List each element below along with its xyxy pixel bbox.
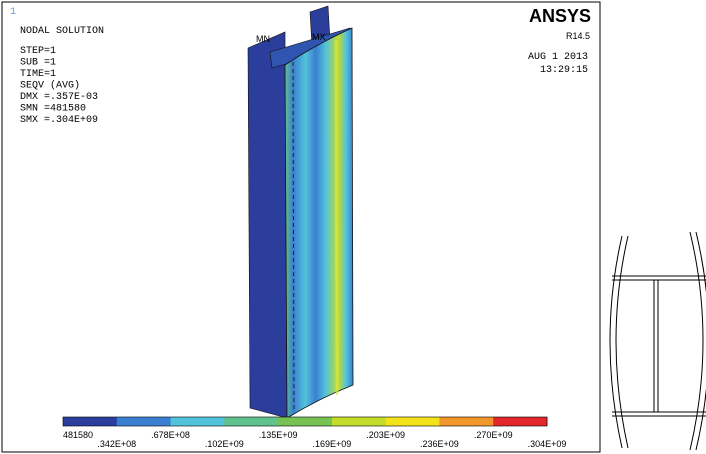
min-marker: MN — [256, 34, 270, 44]
legend-label: .304E+09 — [528, 439, 567, 449]
plot-time: 13:29:15 — [540, 65, 588, 76]
legend-label: .236E+09 — [420, 439, 459, 449]
info-line: SUB =1 — [20, 58, 56, 69]
legend-swatch — [332, 417, 386, 426]
plot-date: AUG 1 2013 — [528, 52, 588, 63]
legend-label: .270E+09 — [474, 430, 513, 440]
legend-swatch — [117, 417, 171, 426]
legend-swatch — [63, 417, 117, 426]
info-line: TIME=1 — [20, 69, 56, 80]
info-line: SMX =.304E+09 — [20, 115, 98, 126]
legend-label: .678E+08 — [151, 430, 190, 440]
legend-label: .135E+09 — [259, 430, 298, 440]
screenshot: 1 NODAL SOLUTION STEP=1SUB =1TIME=1SEQV … — [0, 0, 706, 454]
brand-name: ANSYS — [529, 6, 591, 26]
curved-plate — [285, 28, 353, 418]
info-line: STEP=1 — [20, 46, 56, 57]
brand-version: R14.5 — [566, 31, 590, 41]
legend-swatch — [171, 417, 225, 426]
legend-label: .342E+08 — [97, 439, 136, 449]
legend-swatch — [439, 417, 493, 426]
legend-swatch — [224, 417, 278, 426]
max-marker: MX — [312, 32, 326, 42]
info-line: SEQV (AVG) — [20, 80, 80, 92]
legend-label: 481580 — [63, 430, 93, 440]
legend-swatch — [278, 417, 332, 426]
legend-label: .169E+09 — [312, 439, 351, 449]
stress-band — [336, 40, 337, 395]
plot-title: NODAL SOLUTION — [20, 26, 104, 37]
legend-label: .203E+09 — [366, 430, 405, 440]
info-line: SMN =481580 — [20, 104, 86, 115]
legend-swatch — [386, 417, 440, 426]
legend-label: .102E+09 — [205, 439, 244, 449]
legend-swatch — [493, 417, 547, 426]
back-plate — [248, 32, 287, 418]
section-view — [610, 232, 706, 450]
info-line: DMX =.357E-03 — [20, 92, 98, 103]
window-number: 1 — [10, 7, 16, 18]
model: MN MX — [248, 6, 353, 418]
